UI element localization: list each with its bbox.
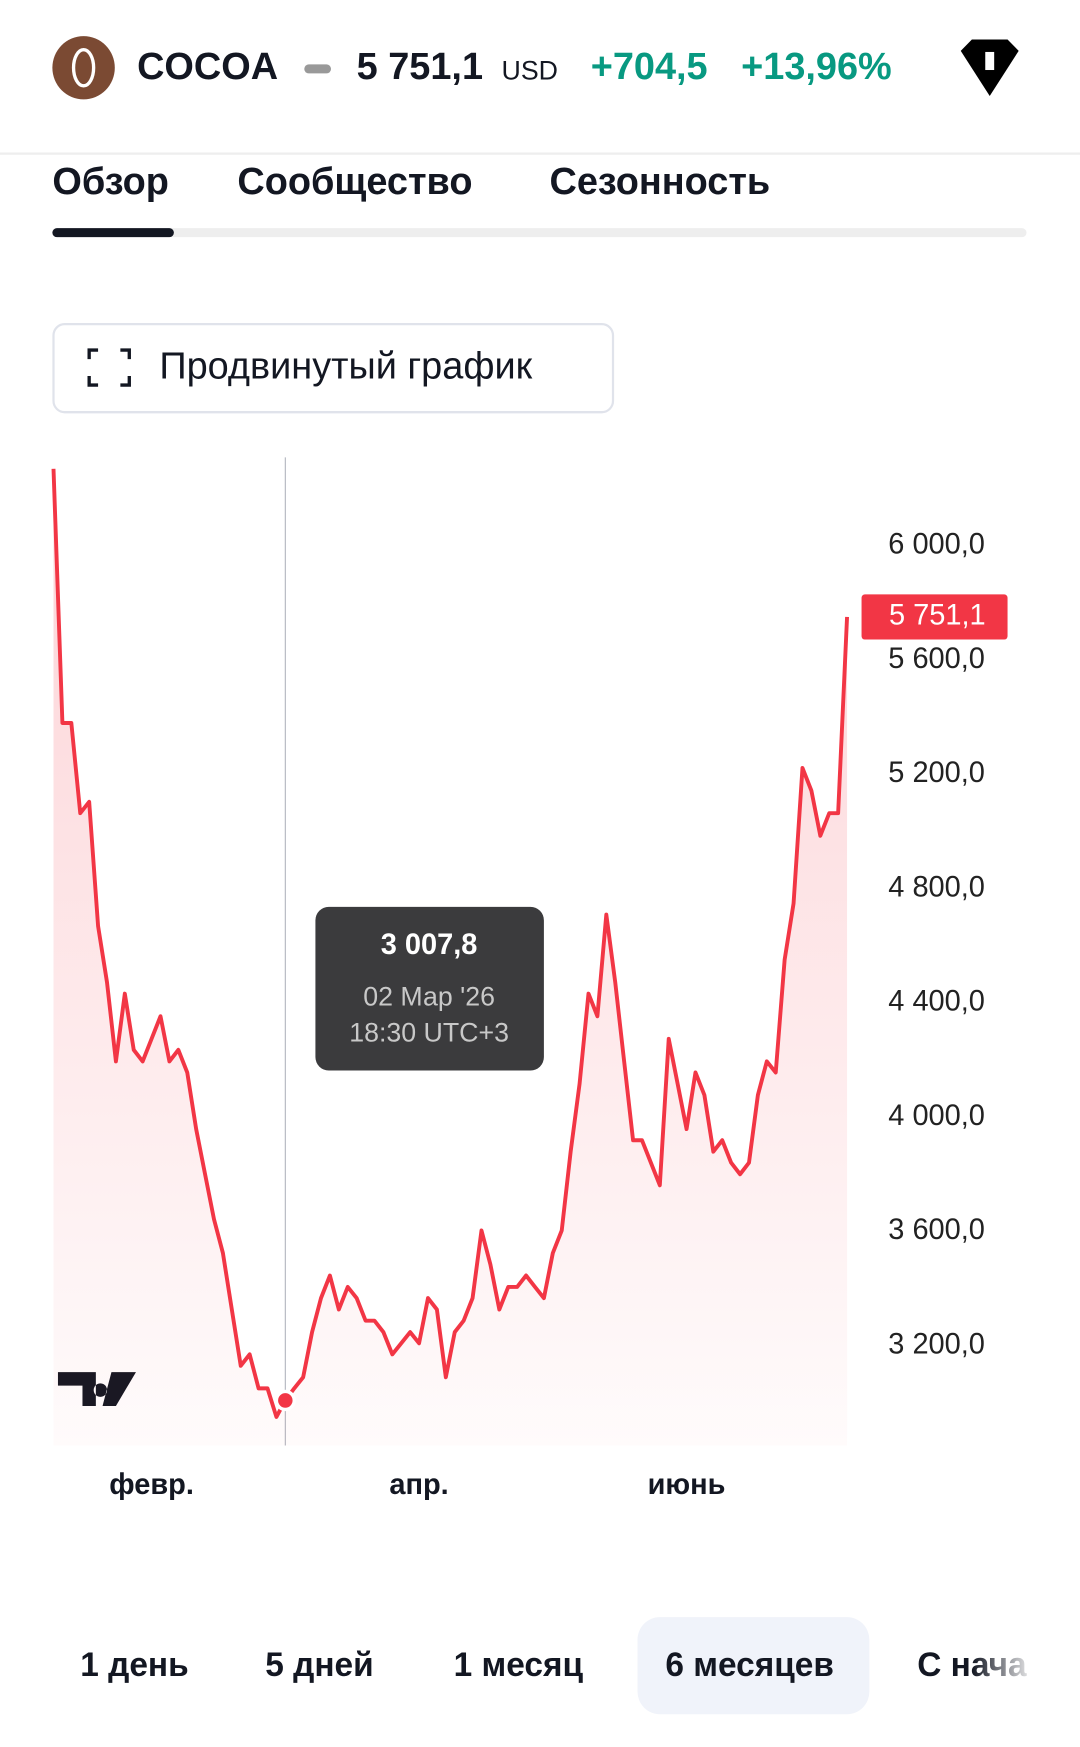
range-button[interactable]: 1 день [80,1647,188,1684]
y-tick-label: 6 000,0 [888,528,985,560]
fullscreen-icon [87,348,131,387]
change: +704,5 [591,45,708,88]
symbol-icon [52,36,115,100]
range-selected-bg [637,1617,870,1715]
crosshair-marker [274,1389,296,1412]
chart: 3 200,0 3 600,0 4 000,0 4 400,0 4 800,0 5 200… [51,457,1008,1501]
button-label[interactable]: Продвинутый график [159,344,532,387]
tab[interactable]: Сезонность [549,160,770,203]
price-line [51,468,850,1419]
currency: USD [502,55,558,85]
y-tick-label: 3 600,0 [888,1214,985,1246]
change-percent: +13,96% [741,45,892,88]
y-tick-label: 4 400,0 [888,985,985,1017]
tooltip-time: 18:30 UTC+3 [349,1017,509,1047]
tooltip-box [315,906,544,1071]
range-buttons: 1 день 5 дней 1 месяц 6 месяцев С нача [80,1617,1027,1715]
y-tick-label: 3 200,0 [888,1328,985,1360]
tab[interactable]: Обзор [52,160,169,203]
x-tick-label: февр. [109,1469,194,1501]
x-tick-label: июнь [648,1469,726,1501]
icon-bean [71,47,96,88]
tab-track [52,228,1027,238]
tab-indicator [52,228,174,238]
tabs: Обзор Сообщество Сезонность [52,160,1027,238]
symbol: COCOA [137,45,278,88]
tooltip-value: 3 007,8 [381,929,478,961]
range-button[interactable]: С нача [917,1647,1027,1684]
area [53,468,848,1446]
y-tick-label: 4 800,0 [888,871,985,903]
advanced-chart-button[interactable]: Продвинутый график [52,322,615,414]
y-tick-label: 5 200,0 [888,757,985,789]
range-button[interactable]: 6 месяцев [665,1647,834,1684]
header: COCOA 5 751,1 USD +704,5 +13,96% [0,36,1080,155]
tooltip-date: 02 Мар '26 [363,981,495,1011]
last-price-box [861,594,1008,640]
range-button[interactable]: 5 дней [265,1647,373,1684]
icon-candle [985,51,995,71]
price: 5 751,1 [357,45,483,88]
tab[interactable]: Сообщество [237,160,472,203]
status-dash [304,64,332,74]
button-frame[interactable] [52,322,615,414]
y-tick-label: 5 600,0 [888,643,985,675]
range-button[interactable]: 1 месяц [454,1647,584,1684]
y-tick-label: 4 000,0 [888,1100,985,1132]
x-tick-label: апр. [389,1469,448,1501]
last-price-label: 5 751,1 [889,600,986,632]
